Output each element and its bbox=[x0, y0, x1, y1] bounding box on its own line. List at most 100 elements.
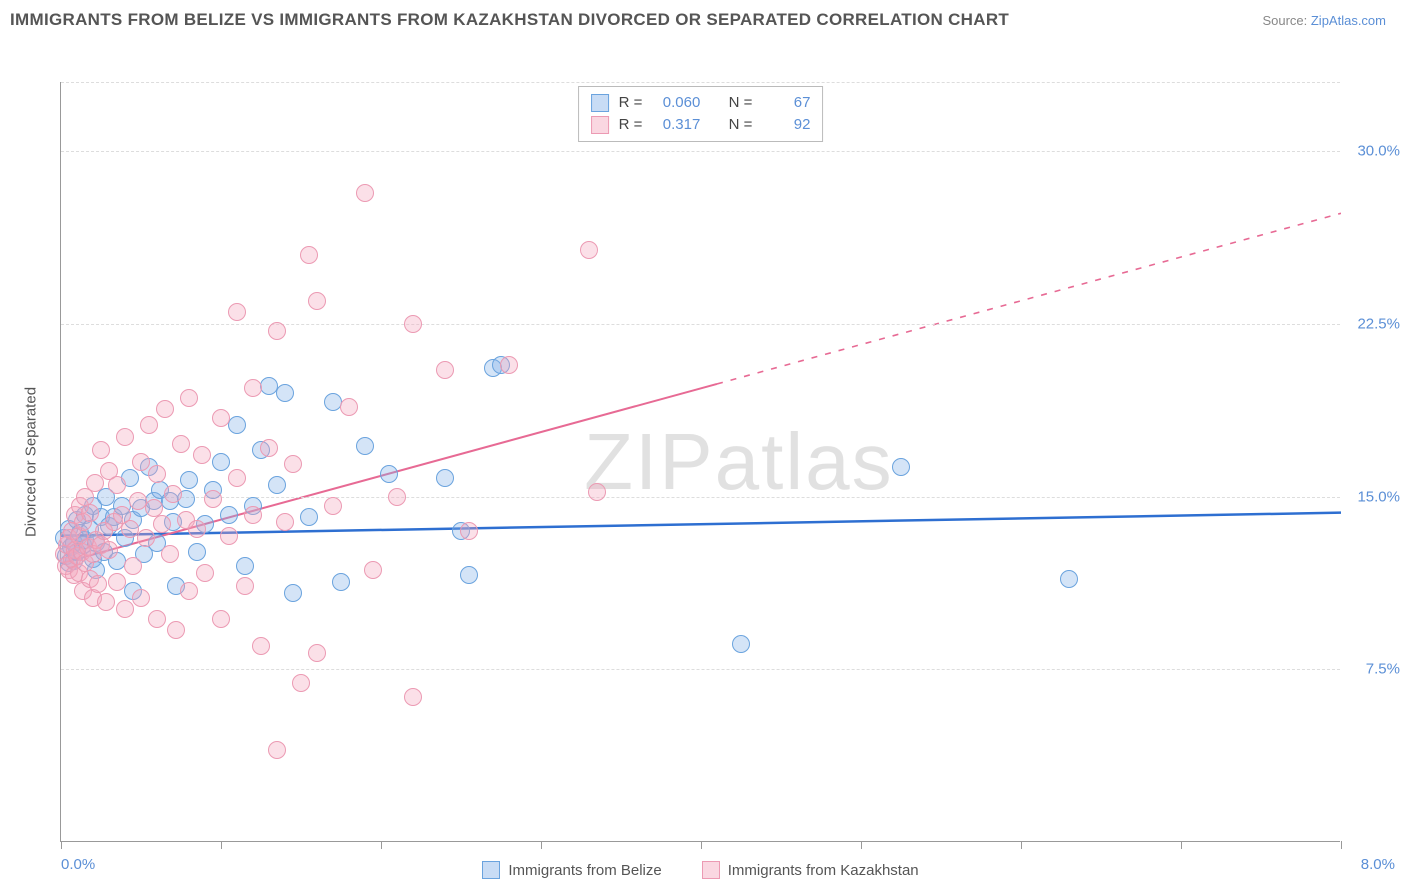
x-tick bbox=[1021, 841, 1022, 849]
swatch-pink-icon bbox=[702, 861, 720, 879]
scatter-point-kazakhstan bbox=[244, 379, 262, 397]
scatter-point-belize bbox=[892, 458, 910, 476]
n-value-belize: 67 bbox=[762, 92, 810, 114]
series-legend: Immigrants from Belize Immigrants from K… bbox=[61, 861, 1340, 879]
scatter-point-kazakhstan bbox=[148, 610, 166, 628]
x-tick bbox=[541, 841, 542, 849]
scatter-point-belize bbox=[436, 469, 454, 487]
y-axis-title: Divorced or Separated bbox=[23, 386, 40, 536]
scatter-point-kazakhstan bbox=[308, 644, 326, 662]
scatter-point-kazakhstan bbox=[153, 515, 171, 533]
scatter-point-belize bbox=[300, 508, 318, 526]
scatter-point-kazakhstan bbox=[292, 674, 310, 692]
swatch-blue-icon bbox=[482, 861, 500, 879]
r-value-belize: 0.060 bbox=[652, 92, 700, 114]
source-label: Source: ZipAtlas.com bbox=[1262, 13, 1386, 28]
scatter-point-belize bbox=[180, 471, 198, 489]
scatter-point-kazakhstan bbox=[81, 504, 99, 522]
scatter-point-kazakhstan bbox=[500, 356, 518, 374]
scatter-point-kazakhstan bbox=[156, 400, 174, 418]
y-tick-label: 22.5% bbox=[1357, 315, 1400, 332]
scatter-point-kazakhstan bbox=[92, 441, 110, 459]
scatter-point-kazakhstan bbox=[116, 428, 134, 446]
grid-line bbox=[61, 82, 1340, 83]
legend-item-belize: Immigrants from Belize bbox=[482, 861, 661, 879]
grid-line bbox=[61, 324, 1340, 325]
swatch-pink-icon bbox=[591, 116, 609, 134]
plot-region: ZIPatlas Divorced or Separated R = 0.060… bbox=[60, 82, 1340, 842]
legend-row-kazakhstan: R = 0.317 N = 92 bbox=[591, 114, 811, 136]
scatter-point-kazakhstan bbox=[580, 241, 598, 259]
scatter-point-belize bbox=[356, 437, 374, 455]
scatter-point-kazakhstan bbox=[388, 488, 406, 506]
scatter-point-kazakhstan bbox=[100, 541, 118, 559]
scatter-point-kazakhstan bbox=[284, 455, 302, 473]
scatter-point-kazakhstan bbox=[404, 688, 422, 706]
r-value-kazakhstan: 0.317 bbox=[652, 114, 700, 136]
source-link[interactable]: ZipAtlas.com bbox=[1311, 13, 1386, 28]
n-value-kazakhstan: 92 bbox=[762, 114, 810, 136]
source-prefix: Source: bbox=[1262, 13, 1310, 28]
scatter-point-belize bbox=[380, 465, 398, 483]
x-tick bbox=[701, 841, 702, 849]
scatter-point-kazakhstan bbox=[252, 637, 270, 655]
scatter-point-kazakhstan bbox=[268, 741, 286, 759]
scatter-point-kazakhstan bbox=[108, 573, 126, 591]
scatter-point-kazakhstan bbox=[164, 485, 182, 503]
scatter-point-belize bbox=[460, 566, 478, 584]
x-tick bbox=[61, 841, 62, 849]
scatter-point-belize bbox=[276, 384, 294, 402]
scatter-point-belize bbox=[268, 476, 286, 494]
scatter-point-kazakhstan bbox=[308, 292, 326, 310]
scatter-point-kazakhstan bbox=[116, 600, 134, 618]
scatter-point-kazakhstan bbox=[204, 490, 222, 508]
x-tick bbox=[861, 841, 862, 849]
scatter-point-kazakhstan bbox=[148, 465, 166, 483]
grid-line bbox=[61, 669, 1340, 670]
chart-title: IMMIGRANTS FROM BELIZE VS IMMIGRANTS FRO… bbox=[10, 10, 1009, 30]
scatter-point-kazakhstan bbox=[228, 303, 246, 321]
scatter-point-kazakhstan bbox=[460, 522, 478, 540]
x-tick bbox=[221, 841, 222, 849]
scatter-point-kazakhstan bbox=[167, 621, 185, 639]
scatter-point-kazakhstan bbox=[89, 575, 107, 593]
scatter-point-kazakhstan bbox=[228, 469, 246, 487]
scatter-point-belize bbox=[732, 635, 750, 653]
scatter-point-kazakhstan bbox=[212, 610, 230, 628]
scatter-point-kazakhstan bbox=[260, 439, 278, 457]
r-label: R = bbox=[619, 92, 643, 114]
grid-line bbox=[61, 151, 1340, 152]
r-label: R = bbox=[619, 114, 643, 136]
scatter-point-belize bbox=[188, 543, 206, 561]
scatter-point-kazakhstan bbox=[220, 527, 238, 545]
scatter-point-kazakhstan bbox=[244, 506, 262, 524]
scatter-point-belize bbox=[228, 416, 246, 434]
n-label: N = bbox=[729, 92, 753, 114]
scatter-point-kazakhstan bbox=[276, 513, 294, 531]
scatter-point-kazakhstan bbox=[137, 529, 155, 547]
scatter-point-kazakhstan bbox=[340, 398, 358, 416]
scatter-point-belize bbox=[212, 453, 230, 471]
legend-label-belize: Immigrants from Belize bbox=[508, 862, 661, 879]
scatter-point-kazakhstan bbox=[132, 589, 150, 607]
scatter-point-kazakhstan bbox=[161, 545, 179, 563]
scatter-point-kazakhstan bbox=[180, 582, 198, 600]
scatter-point-belize bbox=[332, 573, 350, 591]
x-tick bbox=[381, 841, 382, 849]
x-tick bbox=[1341, 841, 1342, 849]
y-tick-label: 7.5% bbox=[1366, 661, 1400, 678]
scatter-point-kazakhstan bbox=[188, 520, 206, 538]
correlation-legend: R = 0.060 N = 67 R = 0.317 N = 92 bbox=[578, 86, 824, 142]
scatter-point-belize bbox=[1060, 570, 1078, 588]
scatter-point-kazakhstan bbox=[364, 561, 382, 579]
n-label: N = bbox=[729, 114, 753, 136]
scatter-point-kazakhstan bbox=[212, 409, 230, 427]
scatter-point-kazakhstan bbox=[300, 246, 318, 264]
scatter-point-kazakhstan bbox=[132, 453, 150, 471]
y-tick-label: 30.0% bbox=[1357, 143, 1400, 160]
y-tick-label: 15.0% bbox=[1357, 488, 1400, 505]
scatter-point-kazakhstan bbox=[172, 435, 190, 453]
scatter-point-belize bbox=[284, 584, 302, 602]
x-axis-max-label: 8.0% bbox=[1361, 856, 1395, 873]
scatter-point-kazakhstan bbox=[108, 476, 126, 494]
